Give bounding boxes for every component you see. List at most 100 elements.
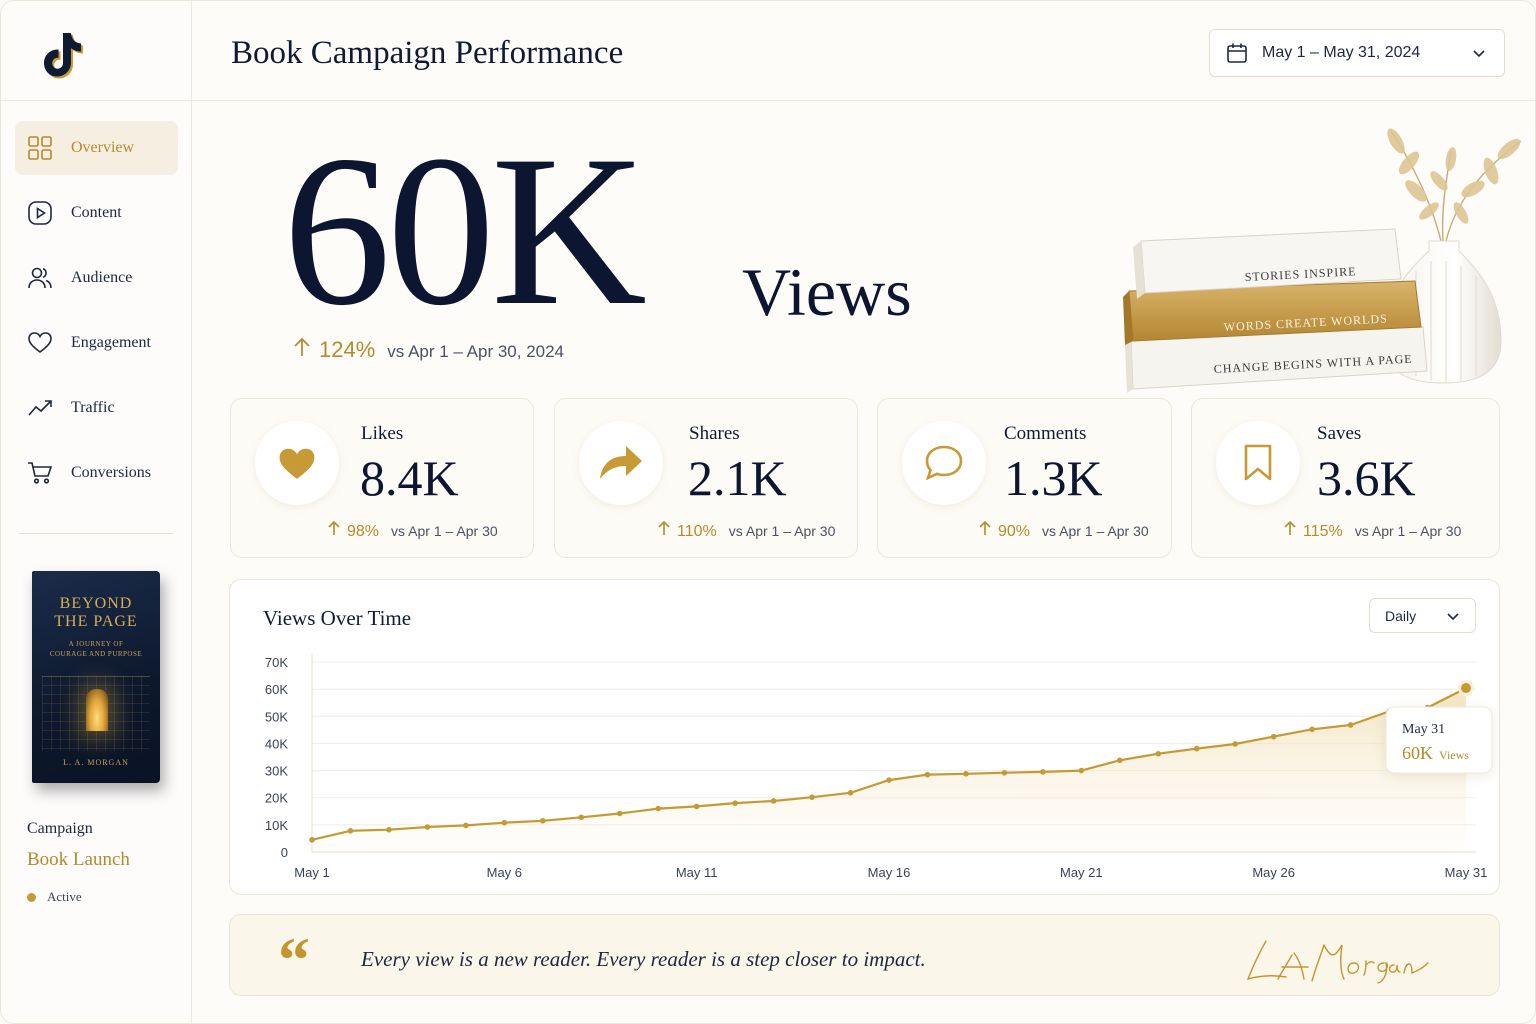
data-point (1001, 769, 1008, 776)
campaign-name[interactable]: Book Launch (27, 849, 130, 870)
quote-banner: “ Every view is a new reader. Every read… (229, 914, 1500, 996)
data-point (1155, 750, 1162, 757)
sidebar-item-overview[interactable]: Overview (15, 121, 178, 175)
kpi-label: Saves (1317, 423, 1362, 444)
x-tick-label: May 26 (1252, 865, 1295, 880)
hero-change: 124% vs Apr 1 – Apr 30, 2024 (293, 337, 564, 363)
data-point (1040, 769, 1046, 775)
arrow-up-icon (1284, 520, 1296, 535)
x-tick-label: May 16 (868, 865, 911, 880)
data-point (1193, 745, 1200, 752)
kpi-card-likes[interactable]: Likes 8.4K 98% vs Apr 1 – Apr 30 (230, 398, 534, 558)
book-subtitle-line2: COURAGE AND PURPOSE (49, 650, 143, 658)
status-dot-icon (27, 892, 36, 902)
users-icon (28, 267, 52, 289)
tooltip-value: 60K (1402, 743, 1433, 763)
header: Book Campaign Performance May 1 – May 31… (192, 1, 1535, 101)
granularity-value: Daily (1385, 607, 1417, 624)
data-point (1270, 733, 1277, 740)
x-tick-label: May 1 (294, 865, 329, 880)
data-point (693, 803, 700, 810)
sidebar-item-label: Audience (71, 269, 133, 286)
book-title: BEYOND THE PAGE (32, 595, 160, 631)
arrow-up-icon (328, 520, 340, 535)
author-signature (1246, 940, 1429, 984)
data-point (809, 794, 815, 800)
y-tick-label: 60K (265, 682, 288, 697)
kpi-value: 1.3K (1004, 450, 1103, 506)
hero-views-value: 60K (283, 111, 647, 350)
data-point (424, 824, 431, 830)
sidebar-divider (19, 533, 173, 534)
kpi-delta: 110% vs Apr 1 – Apr 30 (657, 520, 835, 541)
data-point (847, 790, 854, 796)
kpi-change: 115% (1303, 523, 1343, 540)
sidebar-item-label: Overview (71, 139, 135, 156)
kpi-card-comments[interactable]: Comments 1.3K 90% vs Apr 1 – Apr 30 (877, 398, 1172, 558)
x-tick-label: May 31 (1445, 865, 1488, 880)
hero-comparison: vs Apr 1 – Apr 30, 2024 (387, 342, 565, 361)
chart-title: Views Over Time (263, 606, 412, 630)
kpi-change: 90% (998, 523, 1031, 540)
sidebar-item-engagement[interactable]: Engagement (15, 316, 178, 370)
books-vase-illustration: STORIES INSPIRE WORDS CREATE WORLDS CHAN… (1123, 128, 1522, 393)
sidebar-item-label: Engagement (71, 334, 151, 351)
chevron-down-icon (1473, 50, 1485, 58)
kpi-comparison: vs Apr 1 – Apr 30 (728, 523, 836, 539)
calendar-icon (1227, 43, 1247, 63)
data-point (770, 798, 777, 804)
data-point (732, 800, 738, 806)
data-point (540, 817, 546, 824)
book-title-line1: BEYOND (59, 595, 133, 612)
kpi-comparison: vs Apr 1 – Apr 30 (1042, 523, 1149, 539)
book-title-line2: THE PAGE (54, 613, 138, 630)
date-range-picker[interactable]: May 1 – May 31, 2024 (1209, 29, 1505, 77)
kpi-delta: 115% vs Apr 1 – Apr 30 (1283, 520, 1461, 541)
sidebar-item-conversions[interactable]: Conversions (15, 446, 178, 500)
kpi-icon-wrap (255, 421, 339, 505)
chart-tooltip: May 31 60K Views (1385, 706, 1493, 774)
kpi-icon-wrap (579, 421, 663, 505)
kpi-label: Shares (689, 423, 740, 444)
granularity-select[interactable]: Daily (1369, 598, 1476, 633)
data-point (1117, 757, 1123, 764)
share-arrow-icon (600, 446, 642, 479)
data-point (386, 826, 392, 833)
y-tick-label: 70K (265, 655, 288, 670)
arrow-up-icon (294, 337, 310, 356)
date-range-value: May 1 – May 31, 2024 (1262, 44, 1421, 61)
sidebar-item-label: Content (71, 204, 122, 221)
y-tick-label: 0 (281, 845, 288, 860)
sidebar-item-audience[interactable]: Audience (15, 251, 178, 305)
x-tick-label: May 21 (1060, 865, 1103, 880)
kpi-delta: 90% vs Apr 1 – Apr 30 (978, 520, 1149, 541)
kpi-value: 3.6K (1317, 450, 1416, 506)
x-tick-label: May 6 (487, 865, 522, 880)
kpi-card-shares[interactable]: Shares 2.1K 110% vs Apr 1 – Apr 30 (554, 398, 858, 558)
grid-icon (28, 136, 52, 160)
kpi-icon-wrap (1216, 421, 1300, 505)
trend-icon (28, 400, 52, 416)
sidebar-item-traffic[interactable]: Traffic (15, 381, 178, 435)
sidebar-item-content[interactable]: Content (15, 186, 178, 240)
data-point (463, 822, 469, 829)
data-point (924, 771, 931, 778)
kpi-label: Comments (1004, 423, 1087, 444)
book-author: L. A. MORGAN (63, 758, 129, 767)
heart-icon (279, 448, 315, 479)
kpi-card-saves[interactable]: Saves 3.6K 115% vs Apr 1 – Apr 30 (1191, 398, 1500, 558)
quote-mark-icon: “ (278, 924, 310, 995)
book-subtitle-line1: A JOURNEY OF (68, 640, 124, 648)
arrow-up-icon (979, 520, 991, 535)
views-chart[interactable]: 0 10K 20K 30K 40K 50K 60K 70K May 1 May 6 May 11 Ma… (230, 580, 1501, 896)
chevron-down-icon (1447, 613, 1459, 621)
sidebar: Overview Content Audience Engagement (1, 1, 192, 1023)
kpi-label: Likes (361, 423, 404, 444)
views-area (312, 688, 1466, 852)
tiktok-logo-icon[interactable] (37, 29, 85, 81)
data-point (578, 814, 585, 821)
kpi-value: 8.4K (360, 450, 459, 506)
y-tick-label: 30K (265, 764, 288, 779)
data-point (347, 828, 354, 834)
book-cover[interactable]: BEYOND THE PAGE A JOURNEY OF COURAGE AND… (32, 571, 160, 783)
